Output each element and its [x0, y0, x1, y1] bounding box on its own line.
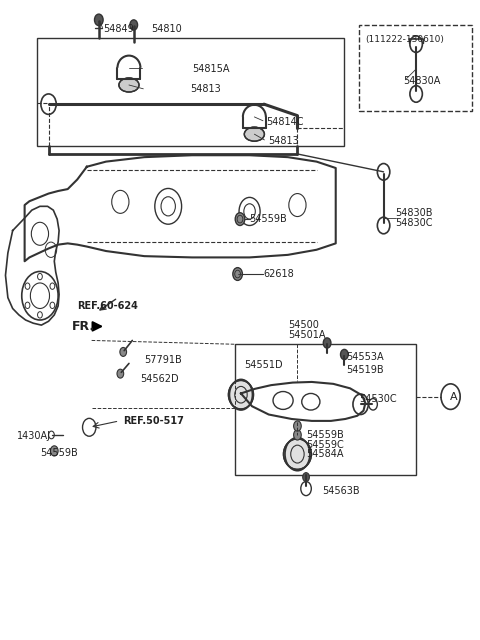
Text: 54830B: 54830B [396, 209, 433, 218]
Text: REF.50-517: REF.50-517 [123, 416, 184, 426]
Text: 54501A: 54501A [288, 330, 325, 340]
Circle shape [50, 446, 58, 456]
Text: 54500: 54500 [288, 320, 319, 330]
Circle shape [294, 430, 301, 440]
Text: 54559B: 54559B [40, 448, 78, 458]
Text: 54553A: 54553A [346, 352, 384, 362]
Circle shape [235, 212, 245, 225]
Text: 54559B: 54559B [250, 214, 288, 224]
Text: 54813: 54813 [190, 84, 220, 94]
Text: 54559B: 54559B [306, 430, 344, 440]
Text: 54559C: 54559C [306, 440, 344, 449]
Ellipse shape [119, 78, 139, 92]
Circle shape [233, 268, 242, 280]
Circle shape [303, 472, 310, 481]
Text: 54584A: 54584A [306, 449, 344, 459]
Text: 54849: 54849 [104, 24, 134, 35]
Bar [235, 344, 416, 474]
Text: 54519B: 54519B [346, 365, 384, 375]
Text: 54813: 54813 [268, 136, 299, 146]
Text: 54563B: 54563B [323, 486, 360, 496]
Ellipse shape [244, 127, 264, 141]
Text: REF.60-624: REF.60-624 [77, 301, 138, 311]
Circle shape [340, 349, 348, 360]
Text: A: A [450, 392, 457, 402]
Text: 54814C: 54814C [266, 117, 304, 127]
Text: 54562D: 54562D [141, 374, 179, 384]
Circle shape [95, 14, 103, 26]
Bar [36, 38, 344, 147]
Text: 57791B: 57791B [144, 355, 182, 365]
Text: FR.: FR. [72, 320, 95, 333]
Circle shape [130, 20, 138, 30]
Text: 62618: 62618 [263, 269, 294, 279]
Bar [359, 25, 472, 111]
Text: 1430AJ: 1430AJ [17, 431, 51, 441]
Circle shape [323, 338, 331, 348]
Text: 54830A: 54830A [403, 76, 440, 86]
Ellipse shape [228, 380, 253, 409]
Circle shape [117, 369, 124, 378]
Text: 54830C: 54830C [396, 218, 433, 228]
Text: 54551D: 54551D [244, 360, 282, 370]
Circle shape [294, 421, 301, 431]
Text: 54810: 54810 [152, 24, 182, 35]
Ellipse shape [284, 439, 312, 469]
Text: (111222-130610): (111222-130610) [365, 35, 444, 44]
Circle shape [120, 348, 127, 356]
Text: 54530C: 54530C [359, 394, 396, 404]
Text: 54815A: 54815A [192, 64, 229, 74]
